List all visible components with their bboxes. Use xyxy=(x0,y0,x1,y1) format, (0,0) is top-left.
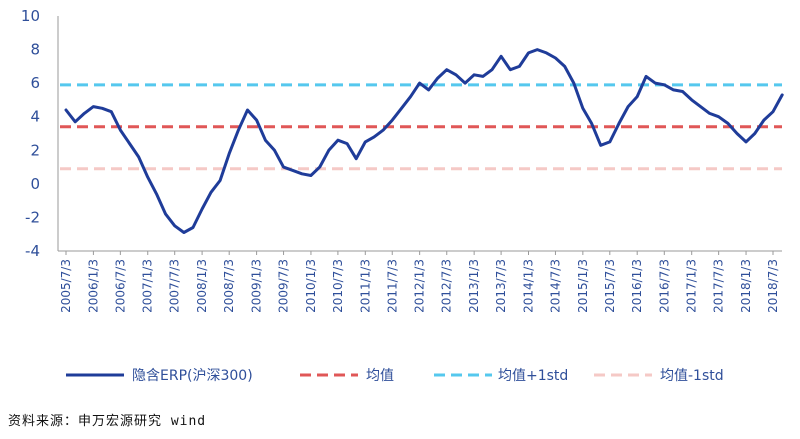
x-tick-label: 2017/1/3 xyxy=(685,259,699,313)
x-tick-label: 2008/7/3 xyxy=(222,259,236,313)
legend: 隐含ERP(沪深300) 均值 均值+1std 均值-1std xyxy=(66,368,724,384)
series-lines xyxy=(64,48,784,234)
x-tick-label: 2013/7/3 xyxy=(494,259,508,313)
legend-label: 均值-1std xyxy=(660,368,724,384)
legend-label: 隐含ERP(沪深300) xyxy=(132,368,253,384)
x-tick-label: 2010/7/3 xyxy=(331,259,345,313)
x-tick-label: 2014/7/3 xyxy=(548,259,562,313)
y-tick-label: 2 xyxy=(30,141,40,159)
x-tick-label: 2009/1/3 xyxy=(250,259,264,313)
axes: 10 8 6 4 2 0 -2 -4 2005/7/3 2006/1/3 2006/7/3 2007/… xyxy=(21,7,782,313)
x-tick-label: 2010/1/3 xyxy=(304,259,318,313)
x-tick-label: 2006/1/3 xyxy=(86,259,100,313)
legend-label: 均值 xyxy=(366,368,394,384)
x-tick-label: 2015/7/3 xyxy=(603,259,617,313)
legend-label: 均值+1std xyxy=(498,368,568,384)
x-tick-label: 2012/1/3 xyxy=(413,259,427,313)
x-tick-label: 2006/7/3 xyxy=(113,259,127,313)
y-tick-label: 6 xyxy=(30,74,40,92)
x-tick-label: 2012/7/3 xyxy=(440,259,454,313)
x-tick-label: 2017/7/3 xyxy=(712,259,726,313)
x-tick-label: 2015/1/3 xyxy=(576,259,590,313)
x-tick-label: 2007/1/3 xyxy=(141,259,155,313)
erp-chart: 10 8 6 4 2 0 -2 -4 2005/7/3 2006/1/3 2006/7/3 2007/… xyxy=(21,7,784,384)
x-tick-label: 2013/1/3 xyxy=(467,259,481,313)
x-tick-label: 2005/7/3 xyxy=(59,259,73,313)
y-tick-label: -2 xyxy=(25,208,40,226)
x-tick-label: 2016/7/3 xyxy=(657,259,671,313)
y-tick-label: 0 xyxy=(30,175,40,193)
y-tick-label: -4 xyxy=(25,242,40,260)
x-tick-label: 2008/1/3 xyxy=(195,259,209,313)
y-tick-label: 10 xyxy=(21,7,40,25)
y-tick-label: 8 xyxy=(30,41,40,59)
x-tick-label: 2018/7/3 xyxy=(766,259,780,313)
y-tick-label: 4 xyxy=(30,108,40,126)
source-note: 资料来源：申万宏源研究 wind xyxy=(8,414,207,429)
x-tick-label: 2016/1/3 xyxy=(630,259,644,313)
reference-lines xyxy=(60,83,782,171)
x-tick-label: 2009/7/3 xyxy=(277,259,291,313)
erp-series-line xyxy=(64,48,784,234)
x-tick-label: 2014/1/3 xyxy=(521,259,535,313)
x-tick-label: 2018/1/3 xyxy=(739,259,753,313)
x-tick-label: 2007/7/3 xyxy=(168,259,182,313)
x-tick-label: 2011/1/3 xyxy=(358,259,372,313)
x-tick-label: 2011/7/3 xyxy=(385,259,399,313)
